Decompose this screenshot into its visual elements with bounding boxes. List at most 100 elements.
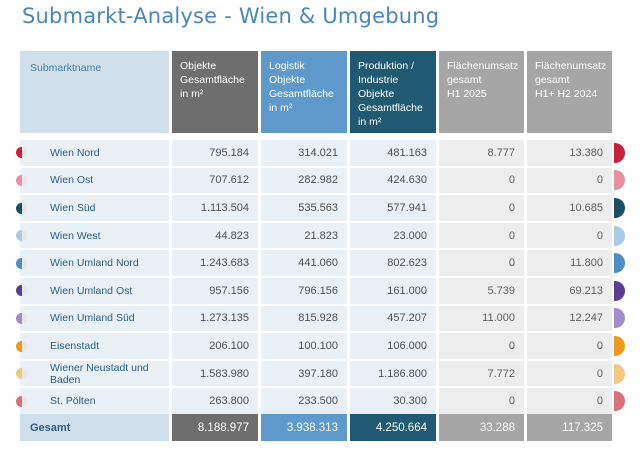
legend-dot-icon <box>16 257 27 269</box>
page-title: Submarkt-Analyse - Wien & Umgebung <box>22 4 440 28</box>
legend-dot-icon <box>16 174 27 186</box>
table-cell: 11.800 <box>527 250 612 276</box>
table-cell: 1.273.135 <box>172 305 258 332</box>
table-cell: 795.184 <box>172 140 258 166</box>
row-color-marker-icon <box>614 253 625 274</box>
table-cell: 0 <box>439 388 524 414</box>
legend-dot-icon <box>16 285 27 297</box>
dot-half-blank <box>21 174 27 186</box>
total-cell: 117.325 <box>527 414 612 441</box>
total-cell: 33.288 <box>439 414 524 441</box>
legend-dot-icon <box>16 368 27 380</box>
dot-half-color <box>16 340 22 352</box>
dot-half-blank <box>21 202 27 214</box>
table-cell: 5.739 <box>439 278 524 304</box>
dot-half-color <box>16 395 22 407</box>
header-line: Gesamtfläche <box>358 102 423 114</box>
table-cell: 44.823 <box>172 222 258 249</box>
dot-half-blank <box>21 285 27 297</box>
table-cell: 707.612 <box>172 167 258 194</box>
header-line: Industrie <box>358 74 399 86</box>
table-cell: 0 <box>527 222 612 249</box>
row-color-marker-icon <box>614 280 625 301</box>
header-line: Gesamtfläche <box>180 74 245 86</box>
table-cell: 12.247 <box>527 305 612 332</box>
row-name: Wien Süd <box>20 195 169 221</box>
table-cell: 1.583.980 <box>172 360 258 387</box>
table-cell: 535.563 <box>261 195 347 221</box>
dot-half-blank <box>21 257 27 269</box>
row-color-marker-icon <box>614 170 625 191</box>
legend-dot-icon <box>16 230 27 242</box>
table-cell: 206.100 <box>172 333 258 359</box>
table-cell: 0 <box>439 250 524 276</box>
row-name: St. Pölten <box>20 388 169 414</box>
header-line: in m² <box>358 116 382 128</box>
table-cell: 1.243.683 <box>172 250 258 276</box>
table-cell: 8.777 <box>439 140 524 166</box>
dot-half-blank <box>21 147 27 159</box>
dot-half-color <box>16 312 22 324</box>
table-cell: 457.207 <box>350 305 436 332</box>
table-cell: 13.380 <box>527 140 612 166</box>
header-objekte-gesamtflaeche: Objekte Gesamtfläche in m² <box>172 51 258 133</box>
table-cell: 957.156 <box>172 278 258 304</box>
table-cell: 233.500 <box>261 388 347 414</box>
header-flaechenumsatz-h1-2025: Flächenumsatz gesamt H1 2025 <box>439 51 524 133</box>
header-line: gesamt <box>447 74 482 86</box>
total-cell: 8.188.977 <box>172 414 258 441</box>
dot-half-blank <box>21 340 27 352</box>
header-line: Submarktname <box>30 62 102 74</box>
dot-half-color <box>16 174 22 186</box>
dot-half-color <box>16 230 22 242</box>
legend-dot-icon <box>16 395 27 407</box>
dot-half-color <box>16 285 22 297</box>
dot-half-color <box>16 147 22 159</box>
total-cell: 4.250.664 <box>350 414 436 441</box>
table-cell: 397.180 <box>261 360 347 387</box>
table-cell: 0 <box>527 167 612 194</box>
header-line: gesamt <box>535 74 570 86</box>
total-label: Gesamt <box>20 414 169 441</box>
table-cell: 282.982 <box>261 167 347 194</box>
table-cell: 0 <box>439 222 524 249</box>
dot-half-color <box>16 202 22 214</box>
header-line: Flächenumsatz <box>535 60 607 72</box>
legend-dot-icon <box>16 202 27 214</box>
header-line: H1+ H2 2024 <box>535 88 598 100</box>
table-cell: 263.800 <box>172 388 258 414</box>
header-line: Produktion / <box>358 60 415 72</box>
row-color-marker-icon <box>614 308 625 329</box>
table-cell: 577.941 <box>350 195 436 221</box>
table-cell: 69.213 <box>527 278 612 304</box>
dot-half-blank <box>21 230 27 242</box>
table-cell: 481.163 <box>350 140 436 166</box>
row-name: Wien Umland Ost <box>20 278 169 304</box>
row-name: Wien West <box>20 222 169 249</box>
header-line: H1 2025 <box>447 88 487 100</box>
legend-dot-icon <box>16 147 27 159</box>
row-name: Wiener Neustadt und Baden <box>20 360 169 387</box>
table-cell: 441.060 <box>261 250 347 276</box>
table-cell: 424.630 <box>350 167 436 194</box>
dot-half-blank <box>21 368 27 380</box>
row-name: Eisenstadt <box>20 333 169 359</box>
table-cell: 106.000 <box>350 333 436 359</box>
header-line: in m² <box>180 88 204 100</box>
table-cell: 23.000 <box>350 222 436 249</box>
table-cell: 0 <box>439 333 524 359</box>
row-name: Wien Ost <box>20 167 169 194</box>
table-cell: 1.113.504 <box>172 195 258 221</box>
legend-dot-icon <box>16 312 27 324</box>
row-color-marker-icon <box>614 198 625 218</box>
table-cell: 0 <box>439 195 524 221</box>
table-cell: 21.823 <box>261 222 347 249</box>
row-color-marker-icon <box>614 391 625 412</box>
header-line: in m² <box>269 102 293 114</box>
table-cell: 0 <box>527 388 612 414</box>
dot-half-color <box>16 368 22 380</box>
dot-half-blank <box>21 395 27 407</box>
header-line: Objekte <box>180 60 217 72</box>
row-color-marker-icon <box>614 363 625 384</box>
table-cell: 802.623 <box>350 250 436 276</box>
